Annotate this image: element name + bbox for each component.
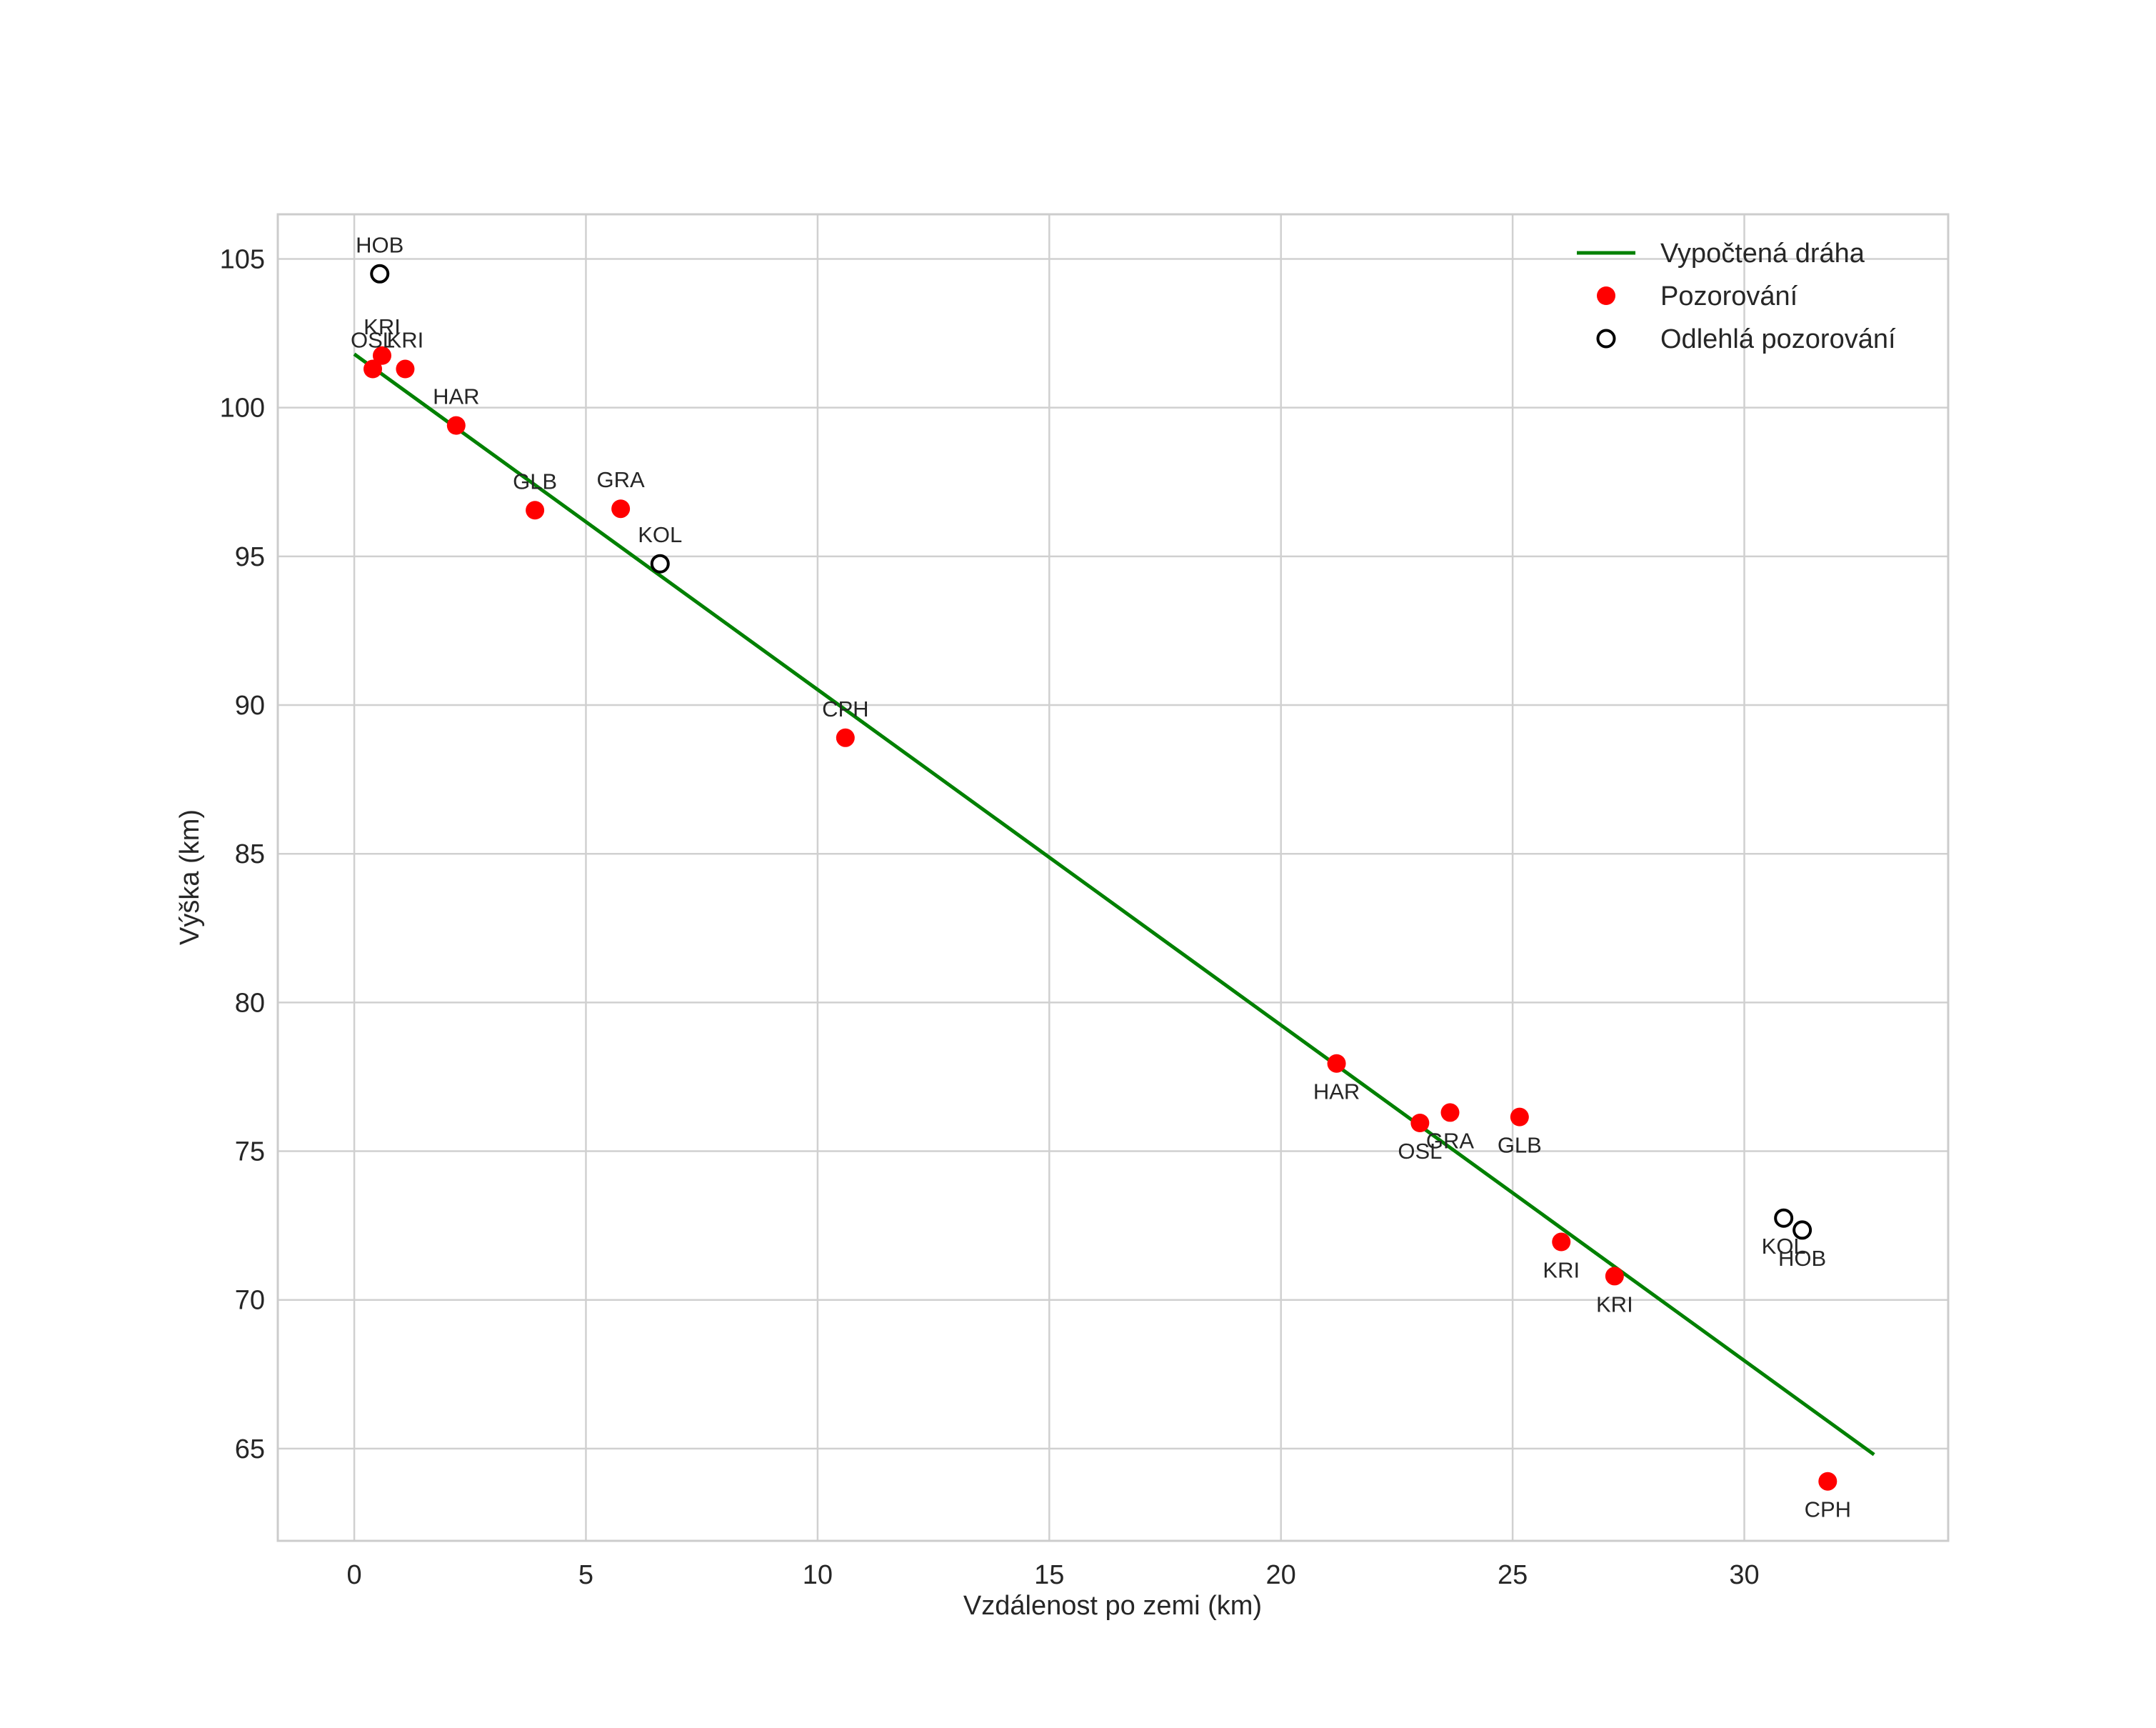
plot-background [278, 214, 1948, 1541]
outlier-label: HOB [356, 232, 403, 257]
y-tick-label: 65 [235, 1434, 265, 1464]
x-tick-label: 15 [1034, 1560, 1064, 1590]
outlier-point [1793, 1220, 1812, 1240]
observation-label: OSL [1398, 1139, 1442, 1164]
y-tick-label: 90 [235, 691, 265, 721]
observation-label: KRI [1596, 1292, 1633, 1317]
x-tick-label: 0 [346, 1560, 361, 1590]
observation-label: CPH [822, 696, 868, 721]
observation-point [526, 501, 545, 520]
y-tick-label: 95 [235, 542, 265, 572]
observation-point [1410, 1114, 1430, 1133]
outlier-point [650, 554, 670, 574]
legend-outlier-swatch [1596, 329, 1616, 349]
outlier-point [1774, 1208, 1794, 1228]
observation-label: KRI [387, 328, 424, 353]
observation-point [363, 359, 383, 379]
observation-label: KRI [1543, 1258, 1580, 1283]
observation-label: GRA [597, 467, 646, 492]
observation-label: KRI [363, 314, 401, 339]
observation-point [1327, 1054, 1346, 1073]
observation-point [836, 728, 855, 747]
outlier-label: KOL [638, 522, 682, 547]
observation-point [1552, 1232, 1571, 1252]
observation-label: HAR [1313, 1079, 1360, 1104]
y-axis-label: Výška (km) [175, 809, 205, 945]
x-tick-label: 25 [1498, 1560, 1528, 1590]
y-tick-label: 100 [220, 394, 265, 424]
observation-label: GRA [1426, 1128, 1475, 1153]
observation-label: GLB [1498, 1133, 1542, 1158]
observation-point [446, 416, 466, 435]
grid-lines [278, 214, 1948, 1541]
legend: Vypočtená dráha Pozorování Odlehlá pozor… [1577, 239, 1896, 354]
observation-point [396, 359, 415, 379]
observation-point [372, 346, 391, 365]
observation-point [611, 499, 631, 519]
x-axis-label: Vzdálenost po zemi (km) [963, 1591, 1262, 1621]
x-axis-ticks: 0 5 10 15 20 25 30 [346, 1560, 1759, 1590]
legend-label-observation: Pozorování [1660, 281, 1798, 311]
outlier-label: HOB [1778, 1246, 1826, 1271]
observation-label: GLB [513, 469, 557, 494]
outlier-point [370, 264, 390, 284]
data-marks [353, 264, 1875, 1491]
observation-point [1605, 1267, 1624, 1286]
observation-label: HAR [433, 384, 479, 409]
y-axis-ticks: 65 70 75 80 85 90 95 100 105 [220, 244, 265, 1464]
observation-label: CPH [1805, 1497, 1851, 1522]
axes-frame [276, 213, 1950, 1542]
observation-point [1818, 1472, 1837, 1491]
y-tick-label: 80 [235, 988, 265, 1018]
observation-label: OSL [351, 328, 395, 353]
legend-label-outlier: Odlehlá pozorování [1660, 324, 1896, 354]
legend-observation-swatch [1597, 286, 1615, 305]
legend-label-trajectory: Vypočtená dráha [1660, 239, 1865, 269]
y-tick-label: 70 [235, 1286, 265, 1316]
y-tick-label: 105 [220, 244, 265, 274]
y-tick-label: 75 [235, 1137, 265, 1167]
x-tick-label: 20 [1266, 1560, 1296, 1590]
outlier-label: KOL [1762, 1234, 1806, 1259]
observation-point [1440, 1103, 1460, 1122]
y-tick-label: 85 [235, 839, 265, 869]
observation-point [1510, 1107, 1529, 1127]
x-tick-label: 5 [578, 1560, 593, 1590]
x-tick-label: 10 [803, 1560, 833, 1590]
x-tick-label: 30 [1729, 1560, 1759, 1590]
